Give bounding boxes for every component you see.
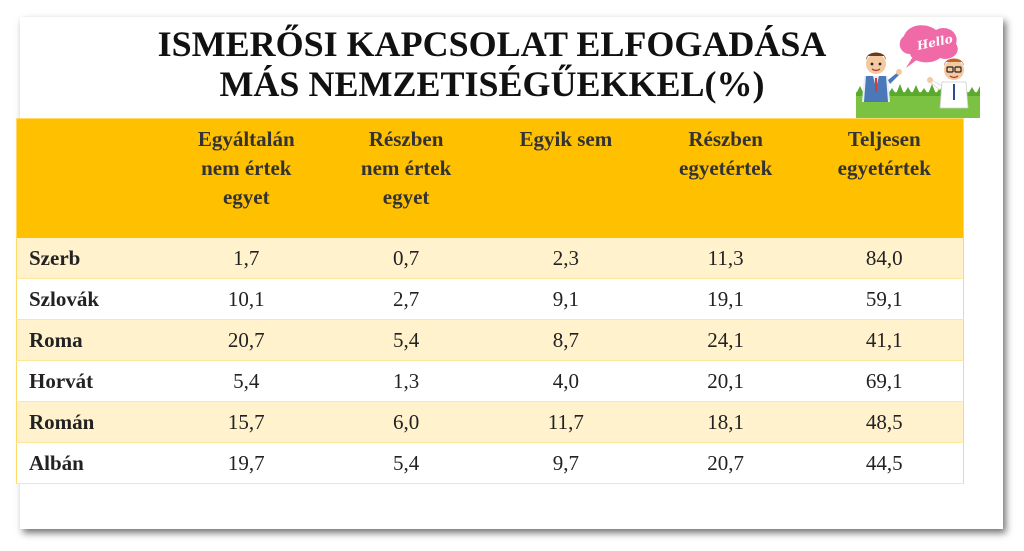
people-greeting-clipart: Hello [856,25,980,118]
table-cell: 84,0 [805,237,964,279]
header-cell-reszben-nem: Részben nem értek egyet [326,118,486,238]
page-title: ISMERŐSI KAPCSOLAT ELFOGADÁSA MÁS NEMZET… [0,24,1004,104]
row-label: Román [16,401,167,443]
table-cell: 41,1 [805,319,964,361]
header-cell-teljesen: Teljesen egyetértek [805,118,964,238]
table-row: Román 15,7 6,0 11,7 18,1 48,5 [16,401,964,443]
table-cell: 11,7 [486,401,646,443]
row-label: Horvát [16,360,167,402]
table-cell: 9,7 [486,442,646,484]
table-cell: 19,1 [645,278,806,320]
table-cell: 18,1 [645,401,806,443]
header-cell-reszben-egyetertek: Részben egyetértek [645,118,806,238]
header-cell-egyaltalan: Egyáltalán nem értek egyet [166,118,327,238]
table-header-row: Egyáltalán nem értek egyet Részben nem é… [16,118,964,238]
table-cell: 1,3 [326,360,486,402]
header-line: Egyik sem [519,127,613,151]
table-cell: 6,0 [326,401,486,443]
table-cell: 1,7 [166,237,327,279]
table-cell: 20,7 [166,319,327,361]
table-cell: 19,7 [166,442,327,484]
table-cell: 9,1 [486,278,646,320]
header-line: egyetértek [837,156,931,180]
table-cell: 59,1 [805,278,964,320]
table-cell: 2,3 [486,237,646,279]
title-line-2: MÁS NEMZETISÉGŰEKKEL(%) [219,64,765,104]
row-label: Szerb [16,237,167,279]
header-line: egyet [382,185,430,209]
table-cell: 5,4 [326,319,486,361]
header-line: egyetértek [679,156,773,180]
table-cell: 5,4 [326,442,486,484]
header-line: Részben [368,127,444,151]
row-label: Roma [16,319,167,361]
table-cell: 48,5 [805,401,964,443]
row-label: Szlovák [16,278,167,320]
table-cell: 5,4 [166,360,327,402]
row-label: Albán [16,442,167,484]
table-cell: 4,0 [486,360,646,402]
table-row: Szerb 1,7 0,7 2,3 11,3 84,0 [16,237,964,279]
table-cell: 44,5 [805,442,964,484]
table-row: Roma 20,7 5,4 8,7 24,1 41,1 [16,319,964,361]
title-line-1: ISMERŐSI KAPCSOLAT ELFOGADÁSA [157,24,827,64]
header-line: Egyáltalán [197,127,295,151]
header-line: Teljesen [847,127,921,151]
header-cell-egyik-sem: Egyik sem [486,118,646,238]
table-cell: 24,1 [645,319,806,361]
header-line: egyet [222,185,270,209]
table-cell: 2,7 [326,278,486,320]
header-cell-corner [16,118,167,238]
table-cell: 8,7 [486,319,646,361]
table-row: Horvát 5,4 1,3 4,0 20,1 69,1 [16,360,964,402]
header-line: nem értek [201,156,292,180]
table-cell: 20,7 [645,442,806,484]
table-cell: 15,7 [166,401,327,443]
table-cell: 0,7 [326,237,486,279]
table-cell: 20,1 [645,360,806,402]
table-cell: 11,3 [645,237,806,279]
table-row: Szlovák 10,1 2,7 9,1 19,1 59,1 [16,278,964,320]
table-cell: 69,1 [805,360,964,402]
table-row: Albán 19,7 5,4 9,7 20,7 44,5 [16,442,964,484]
header-line: nem értek [360,156,452,180]
table-cell: 10,1 [166,278,327,320]
data-table: Egyáltalán nem értek egyet Részben nem é… [16,118,964,484]
header-line: Részben [688,127,763,151]
